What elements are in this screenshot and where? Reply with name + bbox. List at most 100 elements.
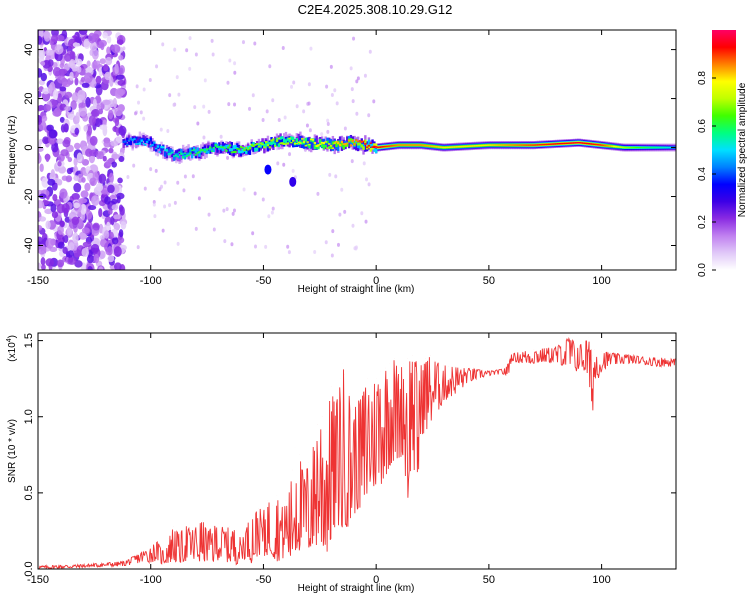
spectrogram-ridge-cell [225, 146, 228, 153]
spectrogram-ridge-cell [228, 148, 232, 152]
spectrogram-ridge-cell [290, 141, 293, 144]
spectrogram-speckle [308, 128, 312, 133]
spectrogram-speckle [329, 64, 333, 69]
spectrogram-noise-blob [45, 153, 50, 163]
spectrogram-noise-blob [38, 216, 47, 222]
spectrogram-noise-blob [45, 220, 51, 230]
spectrogram-ridge-cell [367, 144, 371, 147]
spectrogram-ridge-cell [127, 139, 131, 142]
spectrogram-ridge-cell [329, 144, 333, 150]
spectrogram-ridge-cell [212, 142, 216, 149]
spectrogram-ridge-cell [418, 144, 421, 146]
spectrogram-noise-blob [38, 142, 42, 148]
spectrogram-ridge-cell [209, 146, 212, 149]
spectrogram-noise-blob [62, 246, 68, 254]
spectrogram-ridge-cell [605, 144, 609, 147]
spectrogram-speckle [253, 244, 257, 249]
spectrogram-ridge-cell [257, 138, 261, 147]
spectrogram-speckle [277, 117, 281, 122]
spectrogram-ridge-cell [376, 146, 380, 149]
spectrogram-speckle [161, 42, 165, 47]
spectrogram-noise-blob [80, 203, 87, 215]
spectrogram-speckle [320, 132, 324, 137]
spectrogram-ridge-cell [438, 146, 441, 148]
spectrogram-ridge-cell [178, 151, 181, 153]
spectrogram-noise-blob [102, 32, 108, 39]
spectrogram-x-ticks: -150 -100 -50 0 50 100 [27, 30, 611, 287]
x-tick-label: -50 [255, 574, 271, 586]
spectrogram-speckle [268, 64, 272, 69]
spectrogram-ridge-cell [264, 140, 268, 144]
spectrogram-ridge-cell [649, 146, 652, 149]
spectrogram-ridge-cell [212, 146, 216, 149]
spectrogram-ridge-cell [398, 144, 401, 146]
spectrogram-noise-blob [67, 156, 73, 163]
spectrogram-ridge-cell [198, 153, 201, 157]
spectrogram-noise-blob [81, 82, 90, 88]
spectrogram-noise-blob [113, 246, 122, 258]
spectrogram-ridge-cell [246, 149, 250, 151]
spectrogram-noise-blob [118, 125, 127, 136]
spectrogram-speckle [163, 180, 167, 185]
spectrogram-ridge-cell [506, 144, 510, 146]
spectrogram-ridge-cell [349, 138, 353, 145]
spectrogram-noise-blob [106, 35, 112, 44]
spectrogram-speckle [271, 206, 275, 211]
spectrogram-speckle [307, 101, 311, 106]
spectrogram-noise-blob [51, 211, 59, 219]
spectrogram-ridge-cell [667, 146, 670, 149]
spectrogram-noise-blob [117, 177, 123, 184]
spectrogram-ridge-cell [515, 144, 519, 146]
spectrogram-noise-blob [116, 39, 124, 45]
spectrogram-ridge-cell [228, 144, 232, 147]
spectrogram-noise-blob [61, 203, 70, 214]
spectrogram-ridge-cell [611, 145, 614, 147]
spectrogram-ridge-cell [512, 144, 515, 146]
spectrogram-speckle [135, 84, 139, 89]
spectrogram-noise-blob [111, 161, 117, 168]
figure-title: C2E4.2025.308.10.29.G12 [298, 2, 453, 17]
spectrogram-ridge-cell [160, 147, 163, 151]
spectrogram-noise-blob [73, 182, 82, 193]
svg-text:(x104): (x104) [6, 335, 18, 362]
spectrogram-speckle [287, 250, 291, 255]
spectrogram-ridge-cell [340, 140, 344, 144]
spectrogram-ridge-cell [522, 144, 526, 146]
spectrogram-ridge-cell [180, 148, 183, 153]
spectrogram-noise-blob [54, 51, 63, 62]
spectrogram-noise-blob [104, 71, 112, 81]
x-tick-label: -50 [255, 275, 271, 287]
spectrogram-ridge-cell [131, 138, 134, 142]
spectrogram-ridge-cell [160, 148, 163, 155]
spectrogram-noise-blob [41, 177, 49, 188]
spectrogram-ridge-cell [156, 145, 160, 148]
spectrogram-ridge-cell [286, 137, 289, 141]
spectrogram-speckle [295, 104, 299, 109]
spectrogram-noise-blob [93, 253, 100, 264]
spectrogram-noise-blob [52, 89, 59, 100]
spectrogram-ridge-cell [293, 142, 297, 145]
spectrogram-speckle [233, 70, 237, 75]
spectrogram-ridge-cell [369, 143, 372, 151]
spectrogram-ridge-cell [140, 139, 143, 142]
spectrogram-speckle [222, 208, 226, 213]
spectrogram-speckle [362, 161, 366, 166]
spectrogram-ridge-cell [634, 146, 638, 149]
spectrogram-ridge-cell [200, 149, 203, 153]
spectrogram-ridge-cell [178, 148, 181, 154]
spectrogram-ridge-cell [136, 140, 140, 146]
spectrogram-speckle [261, 197, 265, 202]
spectrogram-ridge-cell [344, 142, 347, 146]
spectrogram-ridge-cell [191, 153, 194, 159]
x-tick-label: -150 [27, 275, 49, 287]
spectrogram-ridge-cell [576, 141, 580, 144]
spectrogram-ridge-cell [337, 141, 340, 145]
colorbar-gradient [712, 30, 736, 270]
spectrogram-noise-blob [50, 169, 55, 178]
spectrogram-speckle [185, 48, 189, 53]
spectrogram-ridge-cell [374, 143, 378, 149]
spectrogram-ridge-cell [484, 144, 488, 146]
spectrogram-ridge-cell [277, 137, 280, 140]
spectrogram-ridge-cell [328, 139, 331, 145]
